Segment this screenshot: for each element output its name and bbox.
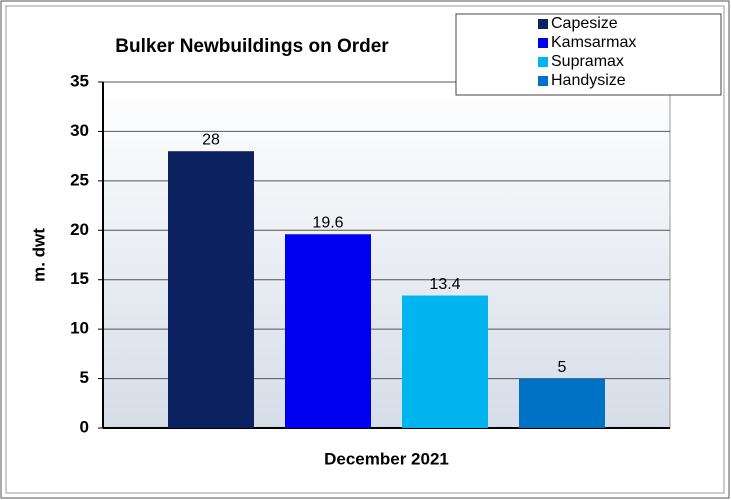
y-tick-label: 30 (70, 121, 89, 140)
legend-swatch (538, 76, 548, 86)
legend-label: Handysize (551, 72, 626, 89)
data-label: 13.4 (429, 276, 460, 293)
chart-title: Bulker Newbuildings on Order (115, 36, 389, 57)
y-tick-label: 20 (70, 220, 89, 239)
y-tick-label: 15 (70, 269, 89, 288)
legend-label: Supramax (551, 53, 624, 70)
data-label: 5 (558, 359, 567, 376)
y-tick-label: 35 (70, 71, 89, 90)
y-tick-label: 25 (70, 170, 89, 189)
bar (519, 378, 605, 428)
y-tick-label: 5 (80, 368, 89, 387)
bar (168, 151, 254, 428)
y-axis-label: m. dwt (29, 228, 48, 282)
legend-label: Capesize (551, 15, 618, 32)
legend-label: Kamsarmax (551, 34, 636, 51)
legend-swatch (538, 38, 548, 48)
inner-frame (5, 5, 725, 494)
y-tick-label: 0 (80, 417, 89, 436)
data-label: 19.6 (312, 214, 343, 231)
y-tick-label: 10 (70, 319, 89, 338)
legend-swatch (538, 19, 548, 29)
data-label: 28 (202, 131, 220, 148)
legend-swatch (538, 57, 548, 67)
x-tick-label: December 2021 (324, 449, 449, 468)
bar (402, 295, 488, 428)
legend-box (455, 13, 722, 96)
bar (285, 234, 371, 428)
